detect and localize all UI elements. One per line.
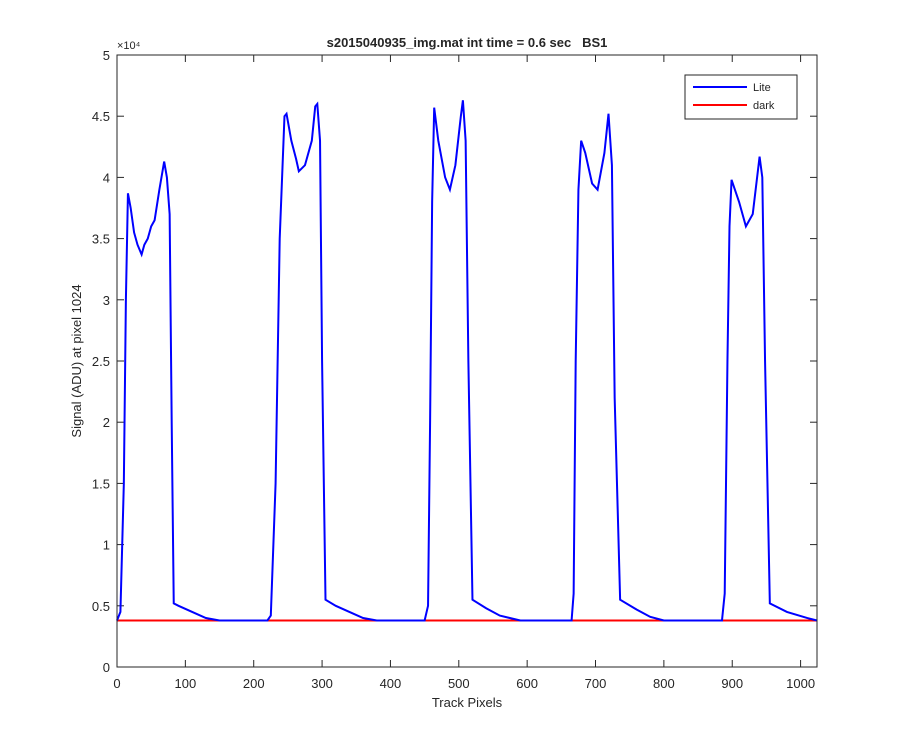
y-multiplier: ×10⁴ xyxy=(117,40,141,52)
x-tick-label: 300 xyxy=(311,676,333,691)
legend-box xyxy=(684,74,798,120)
plot-area xyxy=(117,55,817,667)
x-tick-label: 1000 xyxy=(786,676,815,691)
y-tick-label: 5 xyxy=(103,48,110,63)
legend-label: dark xyxy=(753,100,775,112)
y-tick-label: 2 xyxy=(103,415,110,430)
y-tick-label: 1 xyxy=(103,538,110,553)
series-line xyxy=(116,100,818,622)
y-tick-label: 3 xyxy=(103,293,110,308)
x-tick-label: 800 xyxy=(653,676,675,691)
x-tick-label: 900 xyxy=(721,676,743,691)
x-axis-label: Track Pixels xyxy=(432,695,503,710)
x-tick-label: 0 xyxy=(113,676,120,691)
y-tick-label: 4.5 xyxy=(92,109,110,124)
x-tick-label: 400 xyxy=(380,676,402,691)
x-tick-label: 200 xyxy=(243,676,265,691)
axes-box xyxy=(116,54,818,668)
legend-label: Lite xyxy=(753,82,771,94)
x-tick-label: 500 xyxy=(448,676,470,691)
y-axis-label: Signal (ADU) at pixel 1024 xyxy=(69,284,84,437)
y-tick-label: 1.5 xyxy=(92,476,110,491)
y-tick-label: 2.5 xyxy=(92,354,110,369)
x-tick-label: 600 xyxy=(516,676,538,691)
y-tick-label: 0.5 xyxy=(92,599,110,614)
y-tick-label: 3.5 xyxy=(92,232,110,247)
y-tick-label: 4 xyxy=(103,170,110,185)
y-tick-label: 0 xyxy=(103,660,110,675)
x-tick-label: 700 xyxy=(585,676,607,691)
x-tick-label: 100 xyxy=(175,676,197,691)
chart-title: s2015040935_img.mat int time = 0.6 sec B… xyxy=(327,35,608,50)
